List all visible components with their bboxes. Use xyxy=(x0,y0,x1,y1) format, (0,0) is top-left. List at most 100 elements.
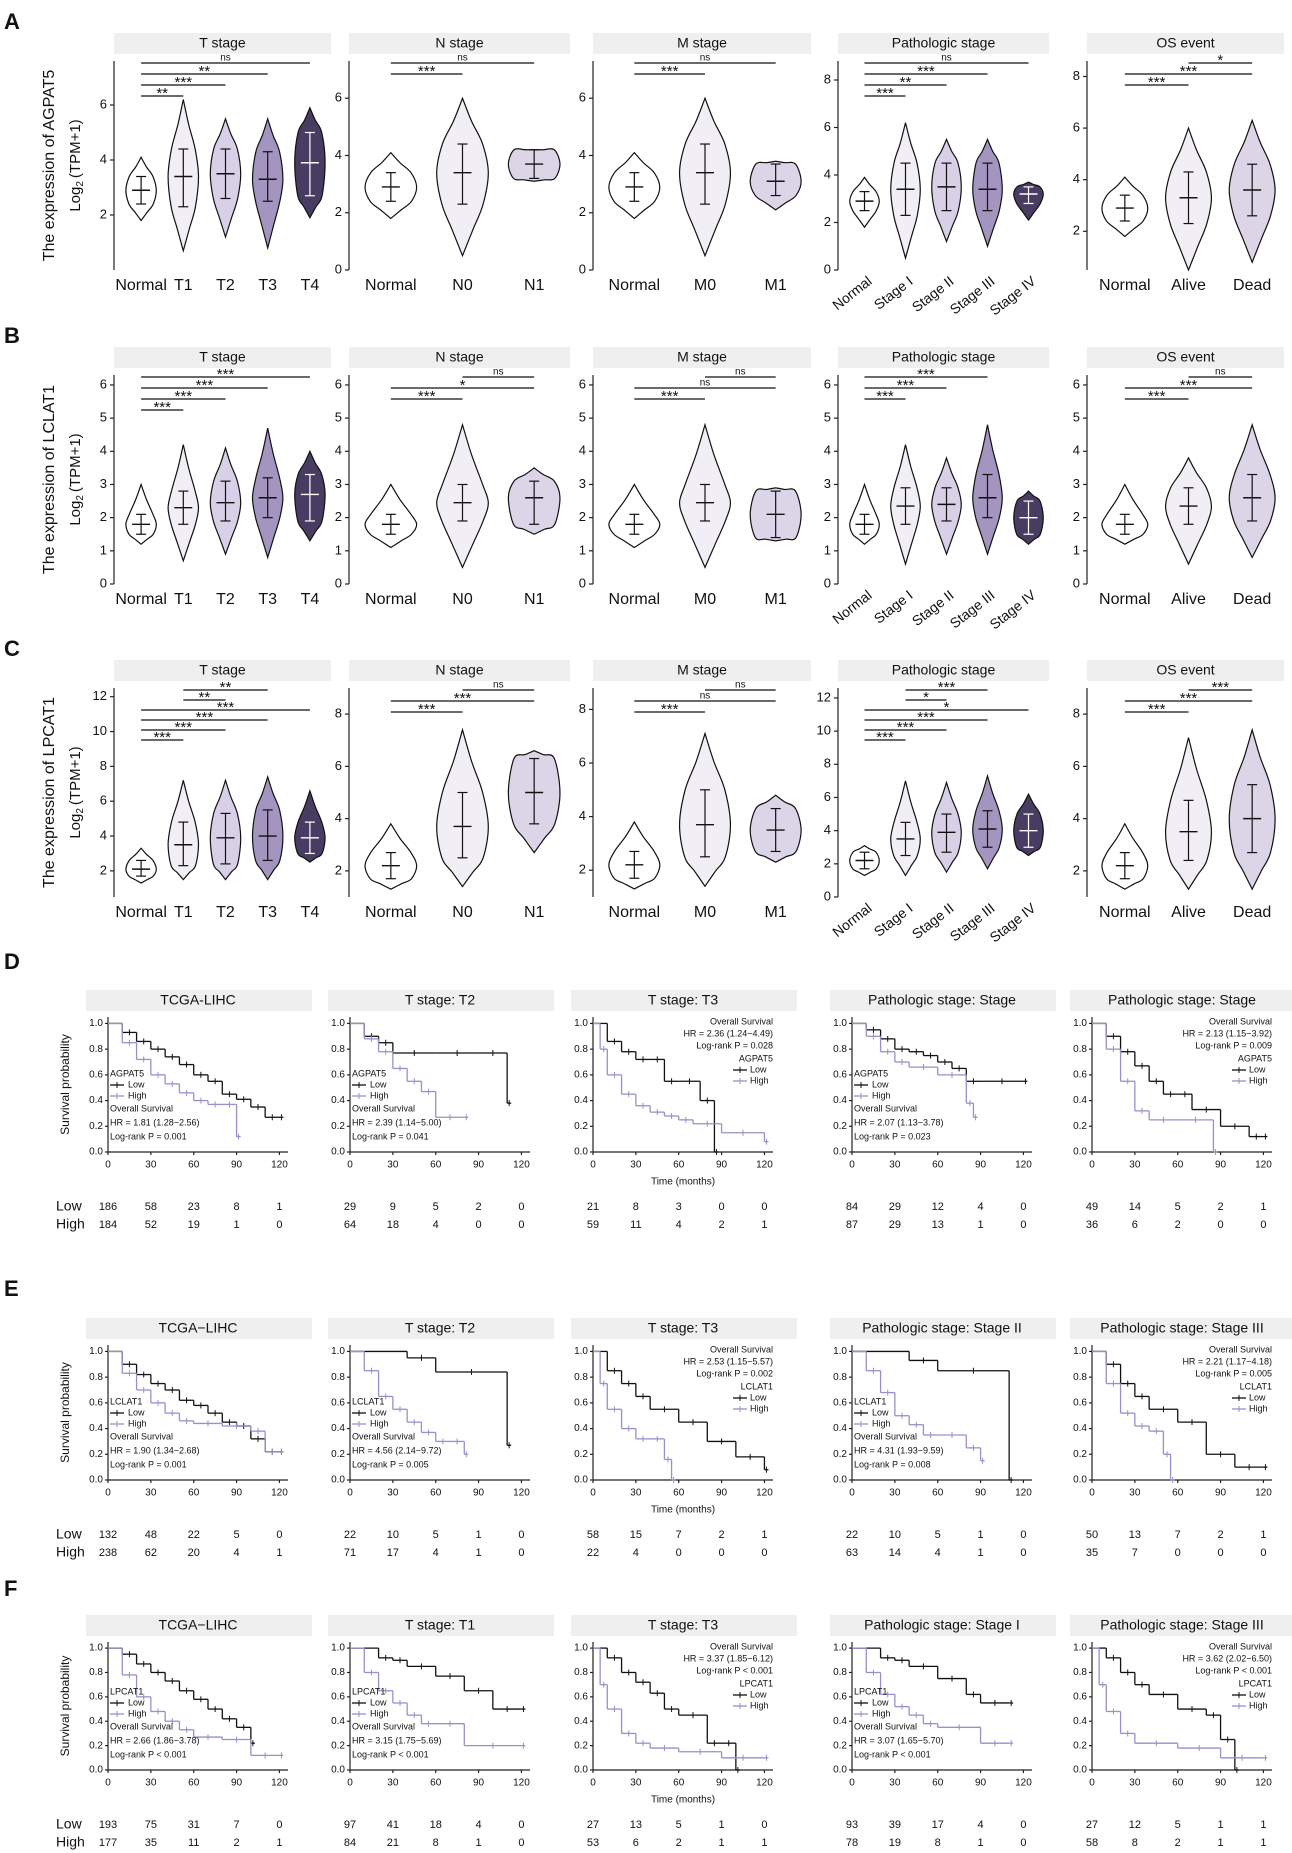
y-tick-label: 0.0 xyxy=(331,1475,345,1486)
y-tick-label: 0.6 xyxy=(574,1691,588,1702)
risk-count: 87 xyxy=(846,1219,858,1231)
y-tick-label: 6 xyxy=(100,376,107,391)
x-tick-label: 0 xyxy=(347,1160,353,1171)
x-axis-label: Time (months) xyxy=(651,1177,715,1188)
risk-count: 75 xyxy=(145,1819,157,1831)
significance-label: *** xyxy=(1212,679,1230,696)
panel-title: M stage xyxy=(677,349,727,365)
y-tick-label: 0.0 xyxy=(574,1475,588,1486)
panel-letter: A xyxy=(4,9,20,34)
y-tick-label: 0.2 xyxy=(1073,1740,1087,1751)
x-tick-label: T3 xyxy=(258,277,277,294)
legend-label: Low xyxy=(872,1079,889,1089)
strip xyxy=(114,347,331,368)
y-tick-label: 1.0 xyxy=(331,1643,345,1654)
strip xyxy=(571,990,797,1011)
x-tick-label: 120 xyxy=(756,1160,773,1171)
strip xyxy=(86,1318,312,1339)
y-axis-unit: Log2 (TPM+1) xyxy=(67,433,86,525)
y-tick-label: 0.6 xyxy=(331,1069,345,1080)
x-tick-label: Normal xyxy=(365,904,417,921)
risk-count: 1 xyxy=(476,1529,482,1541)
x-tick-label: M0 xyxy=(694,904,716,921)
risk-count: 0 xyxy=(1218,1547,1224,1559)
x-tick-label: Stage I xyxy=(871,273,916,313)
risk-count: 0 xyxy=(719,1547,725,1559)
legend-label: Low xyxy=(872,1697,889,1707)
y-tick-label: 1.0 xyxy=(89,1018,103,1029)
y-tick-label: 2 xyxy=(335,862,342,877)
risk-count: 1 xyxy=(1260,1201,1266,1213)
risk-count: 4 xyxy=(234,1547,240,1559)
risk-count: 22 xyxy=(344,1529,356,1541)
y-tick-label: 12 xyxy=(817,689,831,704)
risk-count: 0 xyxy=(761,1547,767,1559)
y-tick-label: 4 xyxy=(335,810,342,825)
risk-count: 8 xyxy=(433,1837,439,1849)
significance-label: ns xyxy=(941,53,952,64)
y-tick-label: 6 xyxy=(579,754,586,769)
y-tick-label: 6 xyxy=(100,96,107,111)
p-value: Log-rank P = 0.041 xyxy=(352,1131,429,1141)
risk-count: 93 xyxy=(846,1819,858,1831)
strip xyxy=(1070,990,1292,1011)
hazard-ratio: HR = 3.07 (1.65−5.70) xyxy=(854,1735,944,1745)
x-tick-label: 0 xyxy=(105,1778,111,1789)
x-tick-label: 90 xyxy=(1215,1160,1227,1171)
risk-count: 71 xyxy=(344,1547,356,1559)
y-tick-label: 5 xyxy=(335,410,342,425)
panel-title: T stage: T3 xyxy=(648,992,719,1008)
panel-title: M stage xyxy=(677,35,727,51)
strip xyxy=(1087,33,1284,54)
risk-count: 8 xyxy=(633,1201,639,1213)
significance-label: *** xyxy=(217,366,235,383)
y-tick-label: 4 xyxy=(824,166,831,181)
x-tick-label: N1 xyxy=(524,591,545,608)
stat-title: Overall Survival xyxy=(352,1721,415,1731)
y-tick-label: 0.0 xyxy=(331,1765,345,1776)
hazard-ratio: HR = 2.66 (1.86−3.78) xyxy=(110,1735,200,1745)
stat-title: Overall Survival xyxy=(1209,1344,1272,1354)
legend-title: LPCAT1 xyxy=(110,1686,143,1696)
x-tick-label: 60 xyxy=(188,1488,200,1499)
y-tick-label: 0.6 xyxy=(1073,1691,1087,1702)
hazard-ratio: HR = 2.07 (1.13−3.78) xyxy=(854,1117,944,1127)
x-tick-label: T2 xyxy=(216,904,235,921)
x-tick-label: 60 xyxy=(188,1778,200,1789)
risk-row-label: Low xyxy=(56,1198,83,1214)
y-tick-label: 0.4 xyxy=(833,1716,847,1727)
y-tick-label: 1.0 xyxy=(833,1018,847,1029)
x-tick-label: 0 xyxy=(105,1488,111,1499)
y-tick-label: 2 xyxy=(824,509,831,524)
risk-count: 48 xyxy=(145,1529,157,1541)
significance-label: *** xyxy=(217,699,235,716)
risk-count: 1 xyxy=(1260,1837,1266,1849)
x-tick-label: 60 xyxy=(430,1488,442,1499)
risk-row-label: High xyxy=(56,1216,85,1232)
y-tick-label: 2 xyxy=(824,855,831,870)
y-tick-label: 1.0 xyxy=(833,1643,847,1654)
significance-label: ns xyxy=(735,680,746,691)
risk-count: 29 xyxy=(889,1219,901,1231)
significance-label: *** xyxy=(1180,690,1198,707)
y-tick-label: 1.0 xyxy=(331,1346,345,1357)
panel-title: T stage: T2 xyxy=(405,1320,476,1336)
significance-label: *** xyxy=(1148,388,1166,405)
y-tick-label: 0.0 xyxy=(331,1147,345,1158)
unit-rest: (TPM+1) xyxy=(67,746,84,805)
y-tick-label: 0.2 xyxy=(574,1740,588,1751)
x-tick-label: 0 xyxy=(849,1778,855,1789)
y-axis-label: Survival probability xyxy=(58,1656,72,1757)
risk-count: 0 xyxy=(518,1819,524,1831)
y-tick-label: 4 xyxy=(824,822,831,837)
panel-title: T stage: T3 xyxy=(648,1320,719,1336)
risk-count: 19 xyxy=(889,1837,901,1849)
significance-label: *** xyxy=(1180,377,1198,394)
y-tick-label: 0.4 xyxy=(331,1716,345,1727)
y-tick-label: 0 xyxy=(579,261,586,276)
x-tick-label: T1 xyxy=(174,277,193,294)
x-tick-label: Normal xyxy=(1099,904,1151,921)
hazard-ratio: HR = 2.39 (1.14−5.00) xyxy=(352,1117,442,1127)
panel-title: M stage xyxy=(677,662,727,678)
y-tick-label: 8 xyxy=(824,71,831,86)
